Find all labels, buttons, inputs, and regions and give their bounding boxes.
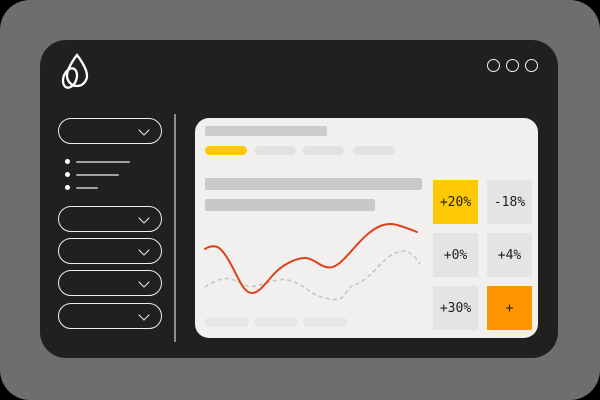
- bullet-dot-icon: [65, 185, 70, 190]
- text-placeholder-bar-1: [205, 178, 422, 190]
- text-placeholder-line: [76, 160, 130, 163]
- sidebar-list: [65, 155, 130, 194]
- sidebar-list-item-1[interactable]: [65, 155, 130, 168]
- text-placeholder-line: [76, 173, 119, 176]
- bullet-dot-icon: [65, 159, 70, 164]
- main-panel: +20% -18% +0% +4% +30% +: [195, 118, 538, 338]
- trend-line-primary: [204, 223, 418, 295]
- chevron-down-icon: [138, 124, 150, 136]
- sidebar-dropdown-4[interactable]: [58, 270, 162, 296]
- trend-line-secondary: [204, 250, 421, 301]
- text-placeholder-bar-2: [205, 199, 375, 211]
- stat-tile-3[interactable]: +0%: [433, 233, 478, 277]
- text-placeholder-line: [76, 186, 98, 189]
- chevron-down-icon: [138, 244, 150, 256]
- stat-tile-1[interactable]: +20%: [433, 180, 478, 224]
- sidebar-dropdown-5[interactable]: [58, 303, 162, 329]
- sidebar-list-item-3[interactable]: [65, 181, 130, 194]
- add-tile-button[interactable]: +: [487, 286, 532, 330]
- sidebar-dropdown-2[interactable]: [58, 206, 162, 232]
- stat-tiles-grid: +20% -18% +0% +4% +30% +: [433, 180, 532, 330]
- tab-2[interactable]: [254, 146, 296, 155]
- window-controls: [487, 59, 538, 72]
- sidebar-list-item-2[interactable]: [65, 168, 130, 181]
- stat-tile-5[interactable]: +30%: [433, 286, 478, 330]
- tab-1-active[interactable]: [205, 146, 247, 155]
- window-control-button-3[interactable]: [525, 59, 538, 72]
- trend-chart: [204, 223, 421, 301]
- chevron-down-icon: [138, 309, 150, 321]
- window-control-button-2[interactable]: [506, 59, 519, 72]
- title-placeholder-bar: [205, 126, 327, 136]
- chevron-down-icon: [138, 212, 150, 224]
- footer-chip-3[interactable]: [303, 317, 347, 327]
- sidebar-dropdown-3[interactable]: [58, 238, 162, 264]
- tab-3[interactable]: [302, 146, 344, 155]
- sidebar-dropdown-1[interactable]: [58, 118, 162, 144]
- bullet-dot-icon: [65, 172, 70, 177]
- stat-tile-2[interactable]: -18%: [487, 180, 532, 224]
- sidebar-divider: [174, 114, 176, 342]
- stat-tile-4[interactable]: +4%: [487, 233, 532, 277]
- tab-4[interactable]: [353, 146, 395, 155]
- app-window: +20% -18% +0% +4% +30% +: [40, 40, 558, 358]
- footer-chip-1[interactable]: [205, 317, 249, 327]
- droplet-leaf-logo-icon: [57, 52, 89, 90]
- chevron-down-icon: [138, 276, 150, 288]
- footer-chip-2[interactable]: [254, 317, 298, 327]
- window-control-button-1[interactable]: [487, 59, 500, 72]
